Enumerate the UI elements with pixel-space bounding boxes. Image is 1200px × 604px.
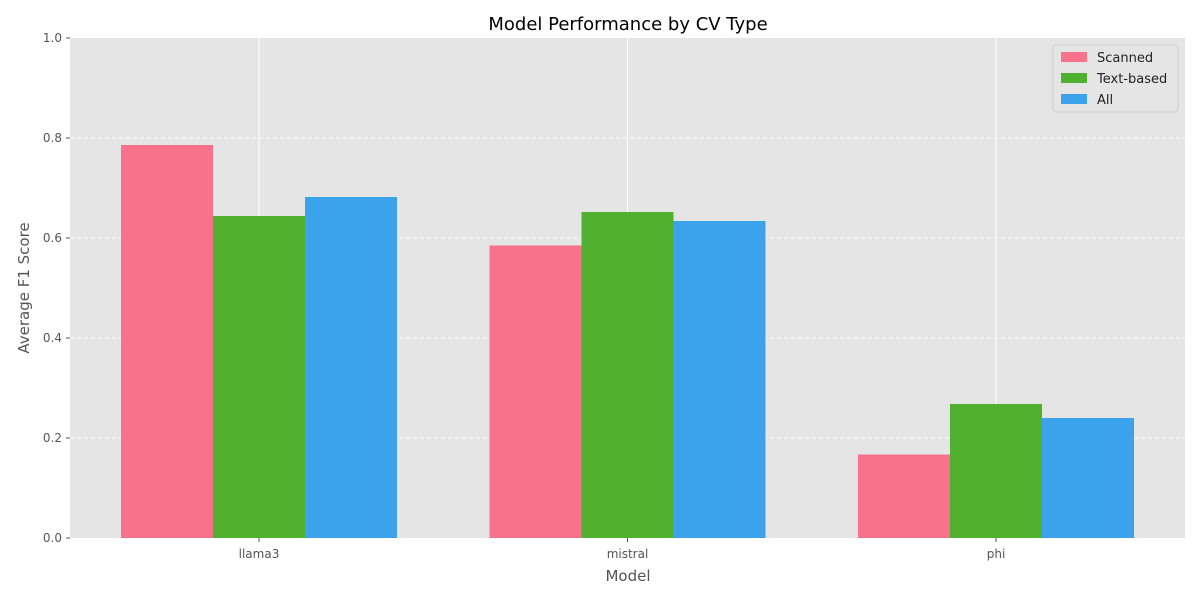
legend: Scanned Text-based All — [1052, 44, 1179, 113]
y-axis-label: Average F1 Score — [15, 222, 33, 353]
bar-scanned-llama3 — [121, 145, 213, 538]
bar-text-based-mistral — [581, 212, 674, 538]
x-tick-label: llama3 — [239, 547, 280, 561]
x-tick-label: phi — [987, 547, 1006, 561]
y-tick-label: 0.0 — [43, 531, 62, 545]
legend-swatch — [1061, 52, 1087, 62]
legend-label: Scanned — [1097, 51, 1153, 66]
bars — [121, 145, 1134, 538]
legend-label: Text-based — [1096, 72, 1167, 87]
y-tick-label: 0.4 — [43, 331, 62, 345]
legend-swatch — [1061, 73, 1087, 83]
legend-swatch — [1061, 94, 1087, 104]
bar-scanned-phi — [858, 454, 950, 538]
x-tick-label: mistral — [607, 547, 649, 561]
y-axis-ticks: 0.0 0.2 0.4 0.6 0.8 1.0 — [43, 31, 70, 545]
bar-all-phi — [1042, 418, 1134, 538]
bar-text-based-phi — [950, 404, 1042, 538]
bar-all-mistral — [673, 221, 766, 538]
x-axis-ticks: llama3 mistral phi — [239, 538, 1006, 561]
bar-scanned-mistral — [489, 245, 582, 538]
y-tick-label: 0.2 — [43, 431, 62, 445]
legend-label: All — [1097, 93, 1113, 108]
bar-text-based-llama3 — [213, 216, 305, 538]
chart-title: Model Performance by CV Type — [488, 14, 767, 35]
y-tick-label: 0.8 — [43, 131, 62, 145]
y-tick-label: 1.0 — [43, 31, 62, 45]
x-axis-label: Model — [605, 567, 650, 585]
bar-all-llama3 — [305, 197, 397, 538]
y-tick-label: 0.6 — [43, 231, 62, 245]
